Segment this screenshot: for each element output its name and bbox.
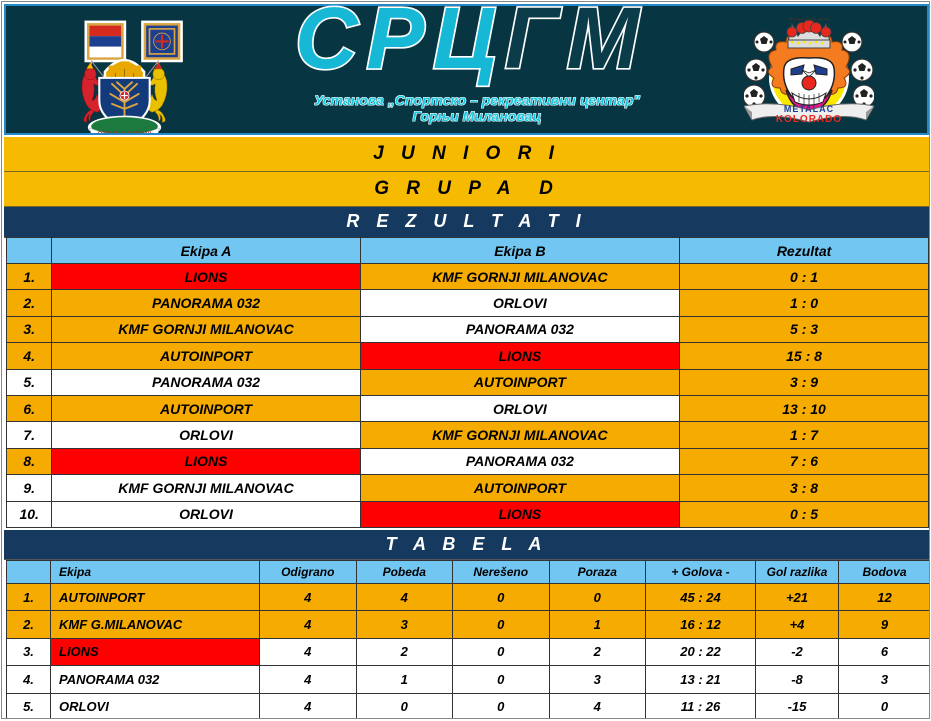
svg-text:ГОРЊИ МИЛАНОВАЦ: ГОРЊИ МИЛАНОВАЦ bbox=[98, 132, 152, 133]
svg-text:ФУДБАЛСКИ КЛУБ: ФУДБАЛСКИ КЛУБ bbox=[788, 17, 830, 22]
svg-text:KOLORADO: KOLORADO bbox=[776, 114, 842, 125]
svg-text:СРЦГМ: СРЦГМ bbox=[295, 1, 648, 87]
svg-text:METALAC: METALAC bbox=[784, 104, 834, 114]
